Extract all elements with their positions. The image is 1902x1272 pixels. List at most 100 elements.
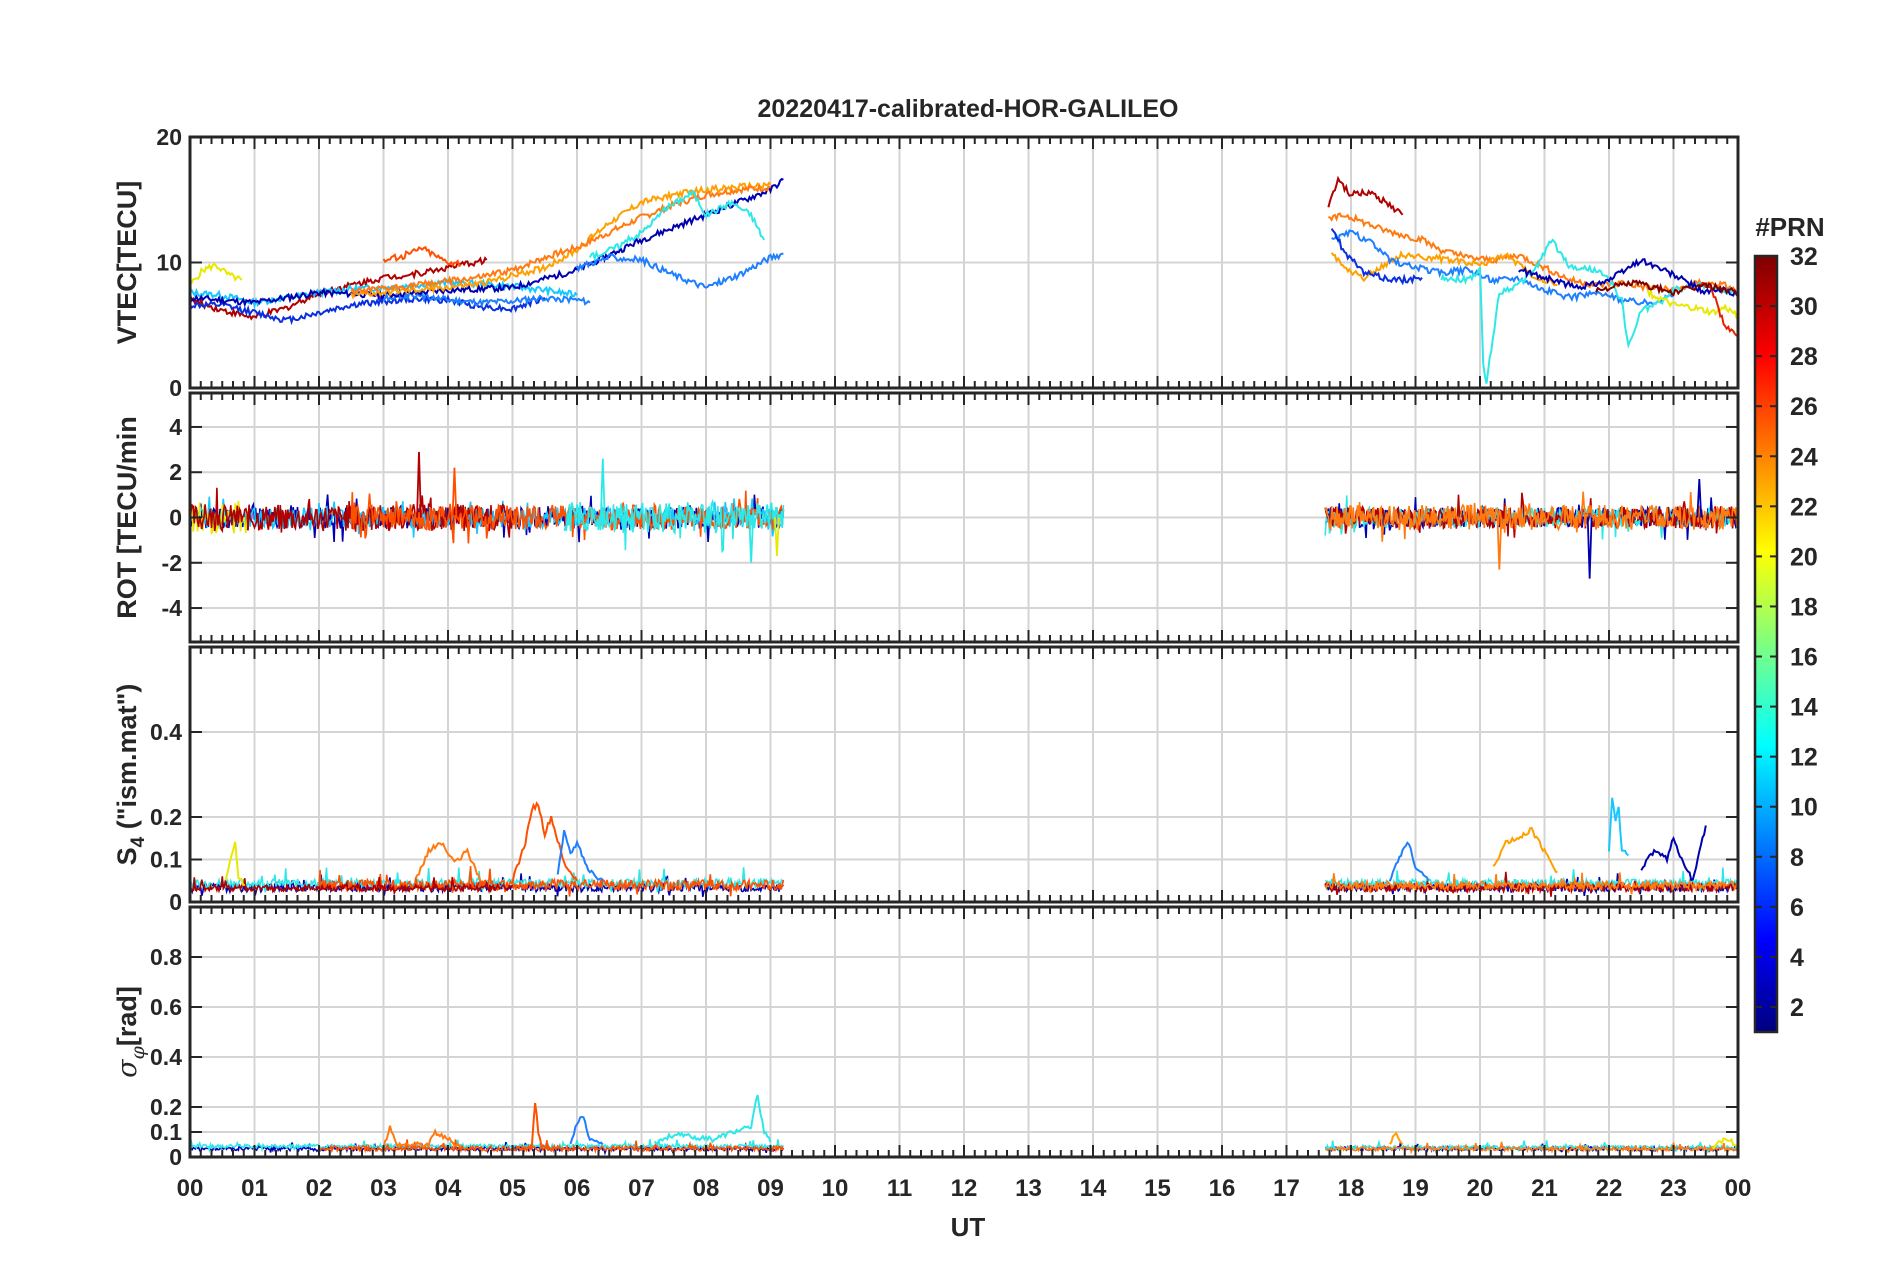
figure-title: 20220417-calibrated-HOR-GALILEO: [758, 95, 1179, 123]
y-tick-label: 0: [169, 375, 182, 401]
y-tick-label: 0: [169, 889, 182, 915]
x-tick-label: 01: [241, 1175, 268, 1202]
data-lines: [189, 451, 1739, 579]
series-spike: [451, 467, 458, 518]
colorbar-title: #PRN: [1755, 212, 1824, 242]
series-spike: [774, 517, 780, 557]
panel-s4: 0 0.1 0.2 0.4S4 ("ism.mat"): [112, 645, 1740, 915]
colorbar-tick-label: 4: [1790, 944, 1804, 972]
x-tick-label: 09: [757, 1175, 784, 1202]
series-line: [189, 293, 546, 326]
series-line: [1324, 491, 1739, 542]
y-tick-label: 20: [156, 124, 182, 150]
series-line: [224, 841, 245, 886]
x-tick-label: 11: [887, 1175, 912, 1202]
x-tick-label: 10: [822, 1175, 849, 1202]
series-line: [1324, 1141, 1739, 1155]
series-line: [1608, 797, 1629, 857]
series-spike: [1496, 517, 1503, 570]
series-line: [1595, 279, 1739, 297]
colorbar-tick-label: 10: [1790, 794, 1818, 822]
y-tick-label: 0.2: [150, 804, 182, 830]
x-tick-label: 13: [1015, 1175, 1042, 1202]
series-line: [530, 1102, 546, 1148]
series-line: [1324, 872, 1739, 895]
colorbar-tick-label: 30: [1790, 293, 1818, 321]
y-tick-label: 0.1: [150, 847, 182, 873]
series-line: [414, 842, 482, 882]
y-axis-label: σφ[rad]: [112, 986, 149, 1078]
x-ticks: [189, 137, 1739, 388]
data-lines: [189, 797, 1739, 897]
x-axis-label: UT: [951, 1212, 986, 1242]
y-tick-label: 0.4: [150, 1044, 182, 1070]
series-line: [1711, 1137, 1739, 1150]
series-line: [1640, 825, 1707, 882]
colorbar-tick-label: 28: [1790, 343, 1818, 371]
series-line: [189, 1139, 785, 1154]
y-tick-label: -2: [162, 550, 182, 576]
series-spike: [748, 517, 754, 563]
y-tick-label: 0.4: [150, 719, 182, 745]
series-line: [576, 252, 784, 290]
series-line: [569, 1115, 604, 1146]
x-tick-label: 17: [1273, 1175, 1300, 1202]
colorbar-tick-label: 6: [1790, 894, 1804, 922]
x-tick-label: 06: [564, 1175, 591, 1202]
series-line: [382, 245, 462, 268]
series-spike: [1586, 517, 1593, 579]
series-line: [382, 1125, 462, 1150]
series-spike: [416, 451, 422, 518]
series-line: [556, 830, 604, 882]
panel-rot: -4 -2 0 2 4 ROT [TECU/min: [112, 391, 1740, 644]
y-tick-label: 10: [156, 250, 182, 276]
series-line: [350, 181, 772, 300]
y-tick-label: -4: [162, 595, 183, 621]
colorbar-tick-label: 22: [1790, 493, 1818, 521]
x-tick-label: 00: [1725, 1175, 1752, 1202]
colorbar-tick-label: 12: [1790, 744, 1818, 772]
y-axis-label: S4 ("ism.mat"): [112, 684, 149, 866]
series-line: [1324, 1139, 1739, 1154]
series-spike: [599, 458, 606, 518]
series-line: [1388, 841, 1430, 882]
series-line: [653, 1094, 772, 1145]
series-line: [511, 801, 578, 884]
x-tick-label: 12: [951, 1175, 978, 1202]
y-tick-label: 4: [169, 414, 182, 440]
series-line: [1492, 826, 1558, 874]
x-tick-label: 02: [306, 1175, 333, 1202]
colorbar-tick-label: 20: [1790, 543, 1818, 571]
y-tick-label: 0.1: [150, 1119, 182, 1145]
x-tick-label: 14: [1080, 1175, 1107, 1202]
colorbar-tick-label: 18: [1790, 593, 1818, 621]
colorbar-tick-label: 26: [1790, 393, 1818, 421]
x-ticks: [189, 393, 1739, 642]
series-line: [189, 262, 243, 285]
series-line: [1330, 228, 1423, 286]
y-tick-label: 0.6: [150, 994, 182, 1020]
x-tick-label: 07: [628, 1175, 655, 1202]
x-tick-label: 04: [435, 1175, 462, 1202]
x-ticks: [189, 907, 1739, 1157]
x-tick-label: 03: [370, 1175, 397, 1202]
series-line: [1646, 287, 1739, 320]
colorbar-gradient: [1753, 254, 1779, 1034]
x-tick-label: 18: [1338, 1175, 1365, 1202]
data-lines: [189, 1094, 1739, 1156]
y-tick-label: 0.2: [150, 1094, 182, 1120]
series-line: [350, 182, 771, 299]
colorbar-tick-label: 8: [1790, 844, 1804, 872]
x-tick-label: 21: [1531, 1175, 1558, 1202]
panel-vtec: 0 10 20 VTEC[TECU]: [112, 124, 1740, 401]
x-tick-labels: 00 01 02 03 04 05 06 07 08 09 10 11 12 13 14 15 16 17 18 19…: [177, 1175, 1752, 1202]
colorbar-tick-label: 32: [1790, 243, 1818, 271]
x-ticks: [189, 647, 1739, 902]
x-tick-label: 15: [1144, 1175, 1171, 1202]
colorbar-tick-label: 2: [1790, 994, 1804, 1022]
y-axis-label: VTEC[TECU]: [112, 181, 142, 345]
x-tick-label: 05: [499, 1175, 526, 1202]
